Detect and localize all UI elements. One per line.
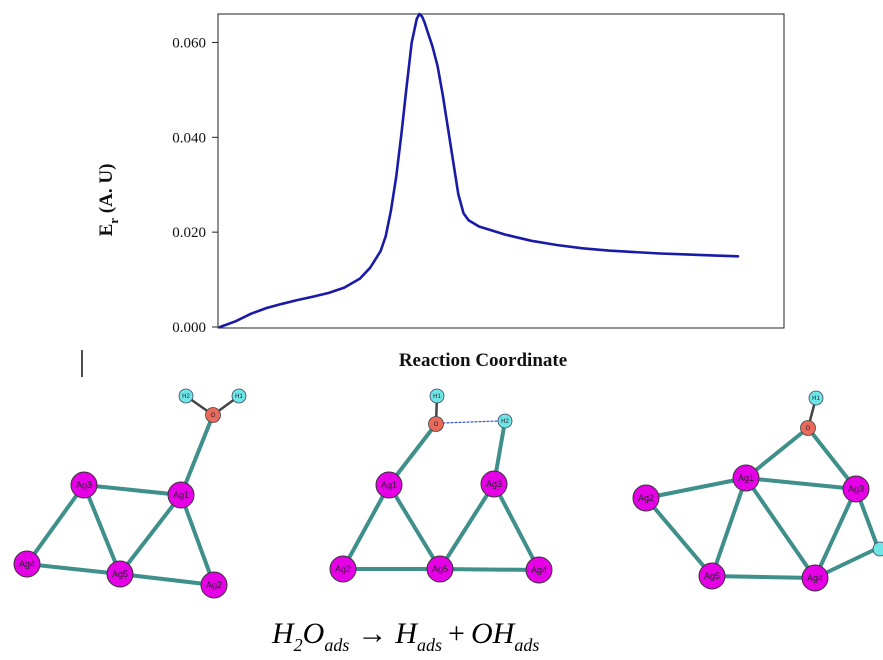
bond <box>744 476 817 580</box>
svg-text:O: O <box>434 422 439 428</box>
oxygen-atom: O <box>428 416 444 432</box>
svg-text:Ag4: Ag4 <box>531 565 547 575</box>
bond <box>179 413 215 497</box>
bond <box>644 476 748 500</box>
bond <box>744 476 858 491</box>
svg-text:Ag5: Ag5 <box>112 569 128 579</box>
hydrogen-atom: H2 <box>497 413 513 429</box>
svg-text:H1: H1 <box>433 394 441 400</box>
cluster-middle: Ag1 Ag3 Ag2 Ag5 Ag4 O H1 H2 <box>329 388 553 584</box>
silver-atom: Ag4 <box>525 556 553 584</box>
y-axis-title: Er (A. U) <box>96 164 121 237</box>
y-axis-ticks: 0.000 0.020 0.040 0.060 <box>172 35 218 336</box>
svg-text:H1: H1 <box>235 394 243 400</box>
hydrogen-atom: H1 <box>231 388 247 404</box>
bond <box>82 483 122 576</box>
y-tick-label: 0.040 <box>172 130 206 146</box>
plot-area <box>217 13 785 329</box>
bond <box>387 483 442 571</box>
hydrogen-atom: H1 <box>808 390 824 406</box>
cluster-right: Ag1 Ag3 Ag2 Ag5 Ag4 O H1 <box>632 390 883 592</box>
hydrogen-atom: H1 <box>429 388 445 404</box>
svg-text:H2: H2 <box>182 394 190 400</box>
hydrogen-atom: H2 <box>178 388 194 404</box>
silver-atom: Ag1 <box>375 471 403 499</box>
bond <box>82 483 183 497</box>
svg-text:Ag1: Ag1 <box>381 480 397 490</box>
energy-curve <box>218 12 740 329</box>
oxygen-atom: O <box>205 407 221 423</box>
energy-profile-chart: 0.000 0.020 0.040 0.060 Reaction Coordinate… <box>96 12 785 371</box>
svg-text:Ag2: Ag2 <box>638 493 654 503</box>
svg-text:H1: H1 <box>812 396 820 402</box>
silver-atom: Ag3 <box>842 475 870 503</box>
silver-atom: Ag2 <box>632 484 660 512</box>
bond <box>341 483 391 571</box>
y-tick-label: 0.000 <box>172 320 206 336</box>
svg-text:Ag4: Ag4 <box>19 559 35 569</box>
bond <box>710 574 817 580</box>
silver-atom: Ag3 <box>70 471 98 499</box>
bond <box>118 493 183 576</box>
bond <box>813 487 858 580</box>
silver-atom: Ag2 <box>329 555 357 583</box>
silver-atom: Ag1 <box>732 464 760 492</box>
silver-atom: Ag5 <box>106 560 134 588</box>
bond <box>492 482 541 572</box>
silver-atom: Ag3 <box>480 470 508 498</box>
bond <box>25 562 122 576</box>
svg-text:Ag4: Ag4 <box>807 573 823 583</box>
svg-text:Ag5: Ag5 <box>704 571 720 581</box>
equation-text: H2Oads → Hads + OHads <box>271 617 539 655</box>
svg-text:Ag3: Ag3 <box>486 479 502 489</box>
svg-text:Ag5: Ag5 <box>432 564 448 574</box>
svg-text:O: O <box>211 413 216 419</box>
x-axis-title: Reaction Coordinate <box>399 350 567 371</box>
y-tick-label: 0.020 <box>172 225 206 241</box>
bond <box>644 496 714 578</box>
bond <box>710 476 748 578</box>
bond <box>118 572 216 587</box>
oxygen-atom: O <box>800 420 816 436</box>
bond <box>25 483 86 566</box>
hydrogen-atom-partial <box>872 541 883 557</box>
svg-text:Ag1: Ag1 <box>173 490 189 500</box>
cluster-left: Ag3 Ag1 Ag4 Ag5 Ag2 O H2 H1 <box>13 388 247 599</box>
svg-text:Ag3: Ag3 <box>848 484 864 494</box>
reaction-equation: H2Oads → Hads + OHads <box>271 617 539 655</box>
y-tick-label: 0.060 <box>172 35 206 51</box>
silver-atom: Ag1 <box>167 481 195 509</box>
bond <box>438 482 496 571</box>
svg-text:Ag2: Ag2 <box>206 580 222 590</box>
svg-text:H2: H2 <box>501 419 509 425</box>
bond <box>438 567 541 572</box>
hydrogen-bond <box>442 420 499 424</box>
silver-atom: Ag4 <box>13 550 41 578</box>
silver-atom: Ag5 <box>426 555 454 583</box>
silver-atom: Ag2 <box>200 571 228 599</box>
svg-text:O: O <box>806 426 811 432</box>
silver-atom: Ag5 <box>698 562 726 590</box>
svg-text:Ag3: Ag3 <box>76 480 92 490</box>
svg-text:Ag2: Ag2 <box>335 564 351 574</box>
silver-atom: Ag4 <box>801 564 829 592</box>
svg-text:Ag1: Ag1 <box>738 473 754 483</box>
bond <box>179 493 216 587</box>
